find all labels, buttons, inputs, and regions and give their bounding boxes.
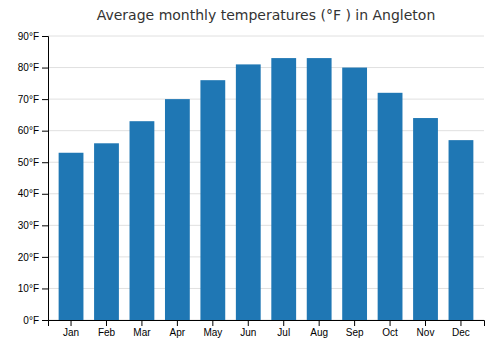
tick-label: Jun xyxy=(240,327,256,338)
y-tick: 90°F xyxy=(18,31,48,42)
bar xyxy=(59,153,84,320)
x-tick: Dec xyxy=(452,320,470,338)
axis-line xyxy=(49,321,485,327)
tick-mark xyxy=(460,320,461,326)
tick-mark xyxy=(283,320,284,326)
tick-label: 50°F xyxy=(18,157,39,168)
tick-label: 30°F xyxy=(18,220,39,231)
y-tick: 50°F xyxy=(18,157,48,168)
bar xyxy=(307,58,332,320)
x-axis: Jan Feb Mar Apr May Jun Jul Aug Sep Oct Nov Dec xyxy=(49,320,485,338)
chart-container: Jan Feb Mar Apr May Jun Jul Aug Sep Oct Nov Dec 0°F 1… xyxy=(0,0,500,350)
x-tick: Sep xyxy=(346,320,364,338)
tick-mark xyxy=(106,320,107,326)
bar xyxy=(271,58,296,320)
tick-label: 20°F xyxy=(18,252,39,263)
bars xyxy=(59,58,474,320)
axis-line xyxy=(42,37,49,321)
tick-mark xyxy=(248,320,249,326)
tick-label: 70°F xyxy=(18,94,39,105)
tick-mark xyxy=(71,320,72,326)
bar xyxy=(130,121,155,320)
grid xyxy=(48,36,484,320)
tick-mark xyxy=(212,320,213,326)
bar xyxy=(200,80,225,320)
x-tick: Oct xyxy=(382,320,398,338)
tick-mark xyxy=(425,320,426,326)
tick-mark xyxy=(42,225,48,226)
tick-mark xyxy=(42,131,48,132)
y-tick: 30°F xyxy=(18,220,48,231)
x-tick: Jan xyxy=(63,320,79,338)
tick-label: Sep xyxy=(346,327,364,338)
tick-mark xyxy=(141,320,142,326)
tick-mark xyxy=(319,320,320,326)
tick-label: Mar xyxy=(133,327,151,338)
tick-label: Feb xyxy=(98,327,116,338)
tick-mark xyxy=(177,320,178,326)
x-tick: Mar xyxy=(133,320,151,338)
plot: Jan Feb Mar Apr May Jun Jul Aug Sep Oct Nov Dec 0°F 1… xyxy=(18,31,485,338)
y-axis: 0°F 10°F 20°F 30°F 40°F 50°F 60°F 70°F 80°F 90°F xyxy=(18,31,49,326)
tick-label: Nov xyxy=(417,327,435,338)
bar xyxy=(94,143,119,320)
x-tick: Nov xyxy=(417,320,435,338)
tick-label: Apr xyxy=(170,327,186,338)
x-tick: Feb xyxy=(98,320,116,338)
tick-mark xyxy=(42,36,48,37)
tick-mark xyxy=(354,320,355,326)
y-tick: 20°F xyxy=(18,252,48,263)
bar xyxy=(449,140,474,320)
x-tick: May xyxy=(203,320,222,338)
x-tick: Jul xyxy=(277,320,290,338)
tick-label: Jan xyxy=(63,327,79,338)
y-tick: 40°F xyxy=(18,188,48,199)
grid-line xyxy=(48,99,484,100)
x-tick: Apr xyxy=(170,320,186,338)
y-tick: 10°F xyxy=(18,283,48,294)
tick-label: May xyxy=(203,327,222,338)
chart: Jan Feb Mar Apr May Jun Jul Aug Sep Oct Nov Dec 0°F 1… xyxy=(0,0,500,350)
tick-mark xyxy=(42,257,48,258)
y-tick: 0°F xyxy=(23,315,48,326)
bar xyxy=(342,68,367,320)
x-tick: Aug xyxy=(310,320,328,338)
tick-label: Dec xyxy=(452,327,470,338)
tick-label: Jul xyxy=(277,327,290,338)
tick-mark xyxy=(42,99,48,100)
y-tick: 70°F xyxy=(18,94,48,105)
tick-mark xyxy=(390,320,391,326)
y-tick: 80°F xyxy=(18,62,48,73)
tick-label: 0°F xyxy=(23,315,39,326)
tick-label: 60°F xyxy=(18,125,39,136)
grid-line xyxy=(48,36,484,37)
tick-label: 90°F xyxy=(18,31,39,42)
tick-label: 80°F xyxy=(18,62,39,73)
title: Average monthly temperatures (°F ) in An… xyxy=(97,7,436,23)
bar xyxy=(413,118,438,320)
grid-line xyxy=(48,67,484,68)
y-tick: 60°F xyxy=(18,125,48,136)
tick-mark xyxy=(42,68,48,69)
x-tick: Jun xyxy=(240,320,256,338)
tick-label: 40°F xyxy=(18,188,39,199)
tick-mark xyxy=(42,162,48,163)
tick-label: Aug xyxy=(310,327,328,338)
bar xyxy=(378,93,403,320)
bar xyxy=(236,64,261,320)
tick-mark xyxy=(42,320,48,321)
bar xyxy=(165,99,190,320)
tick-mark xyxy=(42,288,48,289)
tick-mark xyxy=(42,194,48,195)
tick-label: Oct xyxy=(382,327,398,338)
tick-label: 10°F xyxy=(18,283,39,294)
